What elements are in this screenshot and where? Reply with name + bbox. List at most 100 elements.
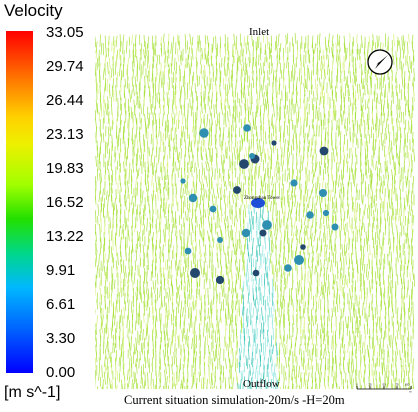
wind-vector xyxy=(240,204,242,216)
wind-vector xyxy=(363,264,366,274)
wind-vector xyxy=(322,334,325,345)
wind-vector xyxy=(303,42,306,53)
wind-vector xyxy=(364,336,366,349)
wind-vector xyxy=(240,223,242,235)
wind-vector xyxy=(207,230,210,242)
wind-vector xyxy=(167,309,170,321)
wind-vector xyxy=(205,54,208,65)
wind-vector xyxy=(157,187,159,201)
wind-vector xyxy=(326,323,329,337)
wind-vector xyxy=(171,55,173,67)
wind-vector xyxy=(382,232,384,246)
wind-vector xyxy=(146,43,148,56)
wind-vector xyxy=(108,291,111,303)
wind-vector xyxy=(307,357,310,371)
wind-vector xyxy=(243,362,245,373)
wind-vector xyxy=(220,364,223,375)
wind-vector xyxy=(323,292,326,303)
wind-vector xyxy=(134,43,137,57)
wind-vector xyxy=(243,252,245,265)
wind-vector xyxy=(278,357,280,370)
wind-vector xyxy=(119,48,121,60)
wind-vector xyxy=(203,76,206,89)
wind-vector xyxy=(303,215,307,226)
wind-vector xyxy=(194,300,196,310)
wind-vector xyxy=(320,152,322,165)
wind-vector xyxy=(324,327,326,342)
wind-vector xyxy=(306,117,308,128)
wind-vector xyxy=(219,370,222,381)
wind-vector xyxy=(399,106,401,118)
wind-vector xyxy=(353,301,356,313)
wind-vector xyxy=(324,385,326,389)
wind-vector xyxy=(132,119,134,129)
wind-vector xyxy=(238,230,241,244)
wind-vector xyxy=(290,70,293,82)
wind-vector xyxy=(236,341,238,356)
wind-vector xyxy=(152,112,155,126)
wind-vector xyxy=(172,285,174,296)
wind-vector xyxy=(100,169,102,183)
wind-vector xyxy=(236,148,240,161)
wind-vector xyxy=(389,152,391,165)
wind-vector xyxy=(138,306,140,318)
wind-vector xyxy=(363,222,366,233)
wind-vector xyxy=(183,237,186,251)
wind-vector xyxy=(298,229,301,244)
wind-vector xyxy=(147,180,150,191)
wind-vector xyxy=(173,351,176,365)
wind-vector xyxy=(225,341,228,351)
wind-vector xyxy=(176,48,179,62)
wind-vector xyxy=(124,99,127,110)
wind-vector xyxy=(363,204,366,216)
wind-vector xyxy=(308,196,310,209)
wind-vector xyxy=(108,168,111,181)
wind-vector xyxy=(248,252,250,263)
wind-vector xyxy=(234,215,236,227)
wind-vector xyxy=(158,154,160,164)
wind-vector xyxy=(214,376,216,388)
wind-vector xyxy=(106,190,108,200)
wind-vector xyxy=(177,259,180,271)
wind-vector xyxy=(286,217,288,230)
wind-vector xyxy=(139,204,141,215)
wind-vector xyxy=(139,139,142,153)
wind-vector xyxy=(224,98,226,110)
wind-vector xyxy=(187,279,189,293)
wind-vector xyxy=(261,84,263,97)
wind-vector xyxy=(404,134,407,148)
wind-vector xyxy=(299,169,302,181)
wind-vector xyxy=(249,120,252,132)
wind-vector xyxy=(246,70,249,83)
wind-vector xyxy=(107,47,109,57)
wind-vector xyxy=(252,288,254,301)
wind-vector xyxy=(361,104,364,115)
building-obstacle xyxy=(319,146,329,156)
wind-vector xyxy=(373,378,375,389)
wind-vector xyxy=(194,132,197,145)
wind-vector xyxy=(335,146,338,157)
zhongshan-tower xyxy=(251,198,265,208)
wind-vector xyxy=(160,77,163,88)
wind-vector xyxy=(376,208,378,222)
wind-vector xyxy=(216,243,218,257)
wind-vector xyxy=(245,63,248,76)
wind-vector xyxy=(388,320,390,332)
wind-vector xyxy=(205,272,207,284)
wind-vector xyxy=(136,286,139,301)
wind-vector xyxy=(240,190,242,203)
wind-vector xyxy=(378,152,381,165)
wind-vector xyxy=(240,118,242,129)
wind-vector xyxy=(131,379,133,389)
wind-vector xyxy=(347,203,350,215)
wind-vector xyxy=(360,365,362,379)
wind-vector xyxy=(346,47,348,60)
wind-vector xyxy=(403,40,406,55)
wind-vector xyxy=(227,351,230,363)
wind-vector xyxy=(190,288,193,300)
wind-vector xyxy=(292,279,294,290)
wind-vector xyxy=(247,341,250,352)
wind-vector xyxy=(176,376,178,386)
wind-vector xyxy=(336,288,339,301)
wind-vector xyxy=(155,329,158,339)
